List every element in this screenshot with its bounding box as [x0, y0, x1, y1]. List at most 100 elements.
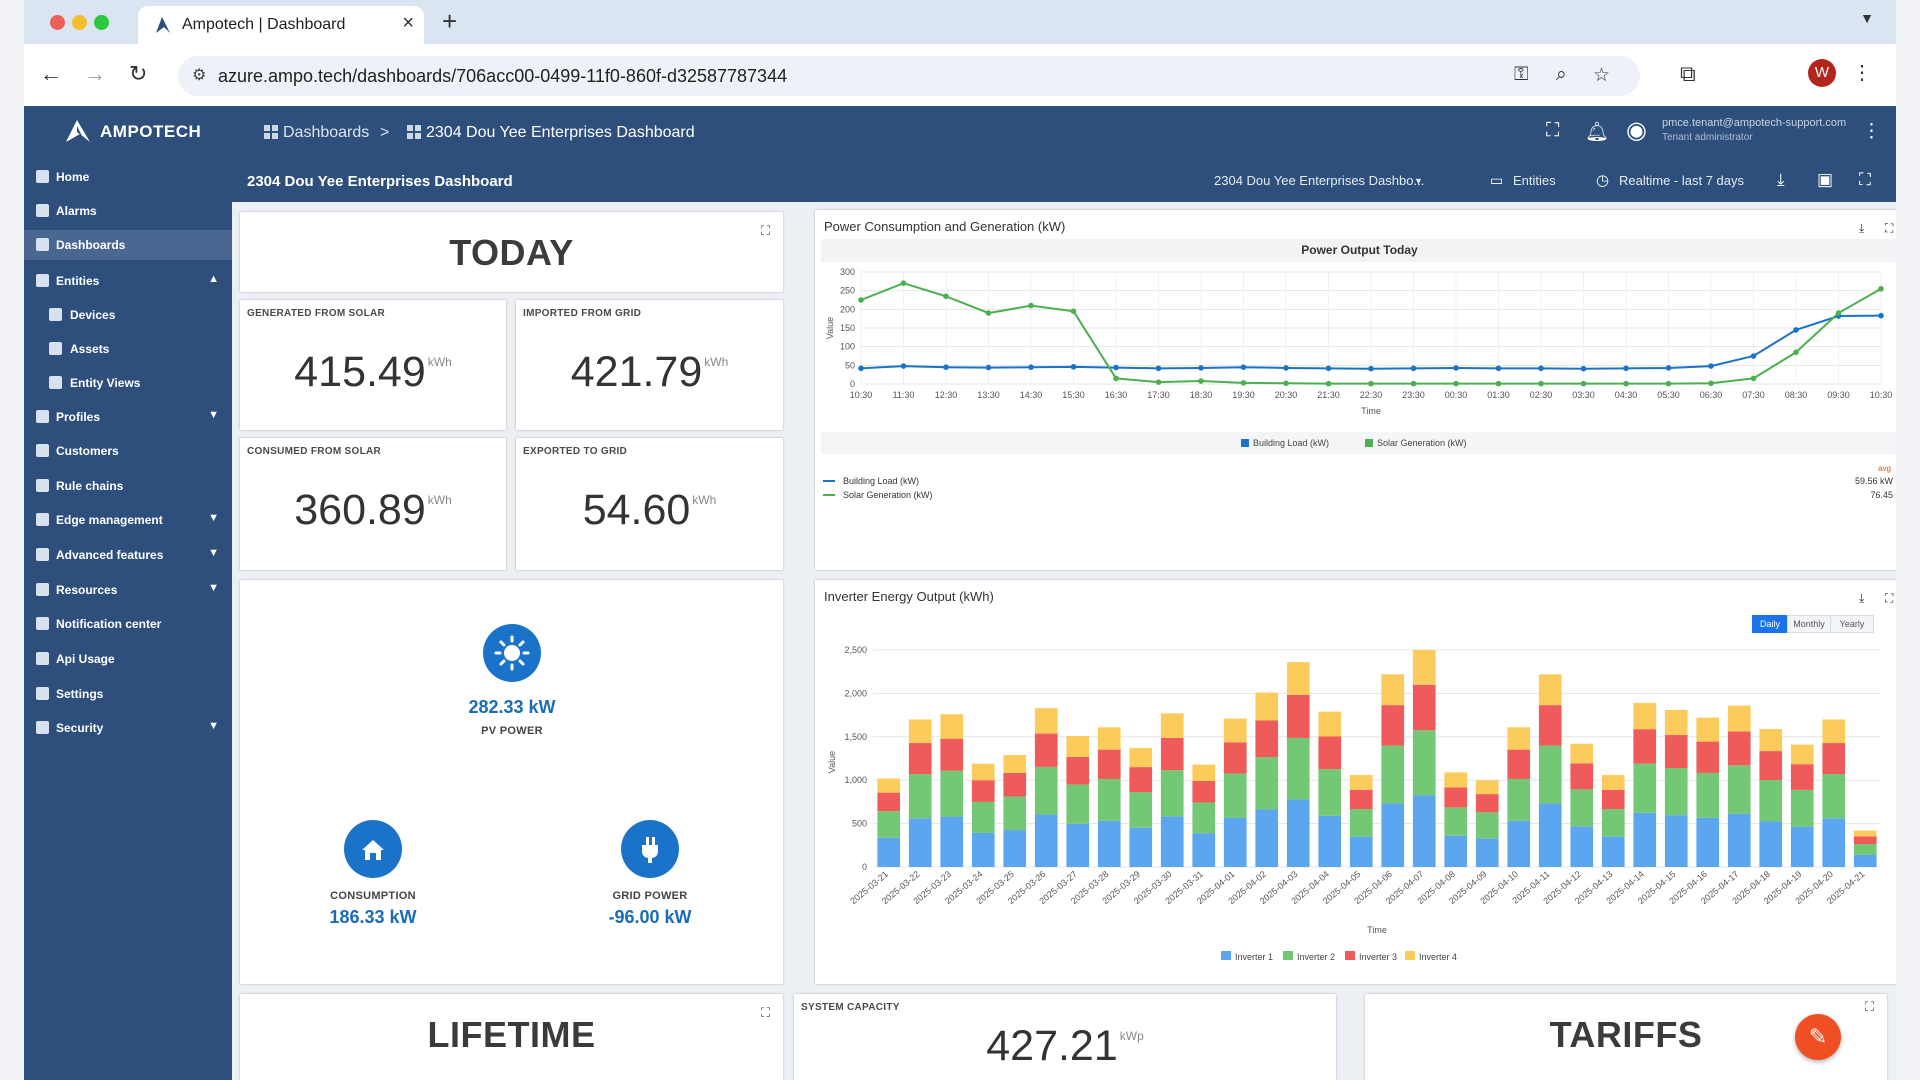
bar-segment-inverter-4: [1664, 709, 1688, 736]
edit-dashboard-button[interactable]: ✎: [1795, 1014, 1841, 1060]
url-text: azure.ampo.tech/dashboards/706acc00-0499…: [218, 66, 788, 86]
reload-icon[interactable]: ↻: [129, 61, 148, 86]
download-icon[interactable]: ⤓: [1777, 170, 1785, 189]
data-point: [1708, 380, 1714, 387]
browser-menu-icon[interactable]: ⋮: [1852, 62, 1872, 84]
sidebar-item-profiles[interactable]: Profiles ▼: [24, 402, 232, 432]
user-menu-icon[interactable]: ⋮: [1862, 121, 1881, 142]
bar-segment-inverter-4: [1381, 674, 1405, 706]
extensions-icon[interactable]: ⧉: [1680, 61, 1696, 86]
y-tick-label: 2,000: [844, 688, 867, 698]
power-consumption-chart-card: Power Consumption and Generation (kW) ⤓ …: [815, 210, 1896, 570]
bar-segment-inverter-1: [1664, 815, 1688, 867]
panel-title: Power Consumption and Generation (kW): [824, 219, 1066, 234]
grid-power-value: -96.00 kW: [608, 907, 692, 927]
table-row: Building Load (kW) 59.56 kW: [823, 476, 1893, 488]
legend-label: Inverter 3: [1359, 952, 1397, 960]
maximize-window-button[interactable]: [94, 15, 109, 30]
data-point: [1793, 327, 1799, 333]
bar-segment-inverter-1: [1475, 838, 1499, 867]
sidebar-item-label: Home: [56, 170, 90, 184]
grid-power-plug-icon: [621, 820, 679, 878]
fullscreen-icon[interactable]: ⛶: [1546, 120, 1560, 141]
tab-search-chevron-icon[interactable]: ▼: [1860, 10, 1874, 26]
browser-tab[interactable]: Ampotech | Dashboard ×: [138, 6, 424, 44]
legend-building-load[interactable]: Building Load (kW): [1241, 438, 1329, 448]
x-tick-label: 07:30: [1742, 390, 1765, 400]
breadcrumb-dashboards[interactable]: Dashboards: [283, 124, 370, 141]
fullscreen-icon[interactable]: ⛶: [1885, 591, 1894, 605]
legend-solar-generation[interactable]: Solar Generation (kW): [1365, 438, 1467, 448]
data-point: [900, 363, 907, 369]
sidebar-item-settings[interactable]: Settings: [24, 679, 232, 709]
bar-segment-inverter-1: [1759, 821, 1783, 867]
sidebar-item-customers[interactable]: Customers: [24, 436, 232, 466]
sidebar-item-api-usage[interactable]: Api Usage: [24, 644, 232, 674]
bar-segment-inverter-2: [1727, 765, 1751, 814]
fullscreen-icon[interactable]: ⛶: [1859, 170, 1871, 189]
sidebar-item-entity-views[interactable]: Entity Views: [24, 368, 232, 398]
dashboard-title: 2304 Dou Yee Enterprises Dashboard: [247, 173, 513, 190]
sidebar-item-label: Entities: [56, 274, 100, 288]
sidebar-item-home[interactable]: Home: [24, 162, 232, 192]
address-bar[interactable]: ⚙ azure.ampo.tech/dashboards/706acc00-04…: [178, 56, 1640, 96]
alarm-icon: [36, 204, 49, 217]
key-icon[interactable]: ⚿: [1514, 64, 1529, 85]
minimize-window-button[interactable]: [72, 15, 87, 30]
x-tick-label: 01:30: [1487, 390, 1510, 400]
user-account-icon[interactable]: ◉: [1626, 117, 1647, 144]
export-image-icon[interactable]: ▣: [1817, 170, 1834, 189]
data-point: [1028, 364, 1034, 370]
entities-button[interactable]: Entities: [1513, 173, 1556, 188]
period-monthly-button[interactable]: Monthly: [1787, 615, 1831, 633]
bar-segment-inverter-1: [940, 816, 964, 867]
period-yearly-button[interactable]: Yearly: [1830, 615, 1874, 633]
data-point: [1070, 308, 1077, 314]
download-icon[interactable]: ⤓: [1859, 591, 1865, 605]
expand-icon[interactable]: ⛶: [760, 223, 770, 238]
forward-arrow-icon[interactable]: →: [84, 61, 106, 86]
bar-segment-inverter-4: [1790, 744, 1814, 765]
clock-icon[interactable]: ◷: [1596, 172, 1610, 189]
sidebar-item-edge-management[interactable]: Edge management ▼: [24, 505, 232, 535]
sidebar-item-dashboards[interactable]: Dashboards: [24, 230, 232, 260]
sidebar-item-alarms[interactable]: Alarms: [24, 196, 232, 226]
sidebar-item-security[interactable]: Security ▼: [24, 713, 232, 743]
entities-icon[interactable]: ▭: [1490, 172, 1504, 188]
notifications-bell-icon[interactable]: 🔔︎: [1585, 122, 1610, 143]
sidebar-item-notification-center[interactable]: Notification center: [24, 609, 232, 639]
bar-segment-inverter-1: [1790, 826, 1814, 867]
sidebar-item-assets[interactable]: Assets: [24, 334, 232, 364]
sidebar-item-rule-chains[interactable]: Rule chains: [24, 471, 232, 501]
site-settings-icon[interactable]: ⚙: [192, 67, 207, 84]
fullscreen-icon[interactable]: ⛶: [1885, 221, 1894, 235]
bookmark-star-icon[interactable]: ☆: [1593, 65, 1611, 86]
y-tick-label: 50: [845, 360, 855, 370]
zoom-icon[interactable]: ⌕: [1556, 64, 1567, 85]
bar-segment-inverter-2: [1066, 784, 1090, 824]
tab-close-icon[interactable]: ×: [402, 12, 414, 34]
timewindow-button[interactable]: Realtime - last 7 days: [1619, 173, 1744, 188]
download-icon[interactable]: ⤓: [1859, 221, 1865, 235]
dashboard-state-select[interactable]: 2304 Dou Yee Enterprises Dashbo...: [1214, 173, 1425, 188]
bar-segment-inverter-1: [1255, 809, 1279, 867]
sidebar-item-advanced-features[interactable]: Advanced features ▼: [24, 540, 232, 570]
profile-avatar[interactable]: W: [1808, 59, 1836, 87]
sidebar-item-devices[interactable]: Devices: [24, 300, 232, 330]
sidebar-item-resources[interactable]: Resources ▼: [24, 575, 232, 605]
period-daily-button[interactable]: Daily: [1752, 615, 1788, 633]
sidebar-item-entities[interactable]: Entities ▲: [24, 266, 232, 296]
devices-icon: [49, 308, 62, 321]
new-tab-icon[interactable]: +: [442, 6, 458, 36]
expand-icon[interactable]: ⛶: [1864, 999, 1874, 1014]
back-arrow-icon[interactable]: ←: [40, 61, 62, 86]
x-axis-label: Time: [1361, 406, 1381, 416]
select-arrow-icon[interactable]: ▼: [1414, 176, 1423, 186]
bar-segment-inverter-1: [1003, 830, 1027, 867]
close-window-button[interactable]: [50, 15, 65, 30]
stat-value: 54.60: [582, 486, 691, 534]
x-tick-label: 11:30: [893, 390, 915, 400]
expand-icon[interactable]: ⛶: [760, 1005, 770, 1020]
bar-segment-inverter-4: [1160, 713, 1184, 738]
